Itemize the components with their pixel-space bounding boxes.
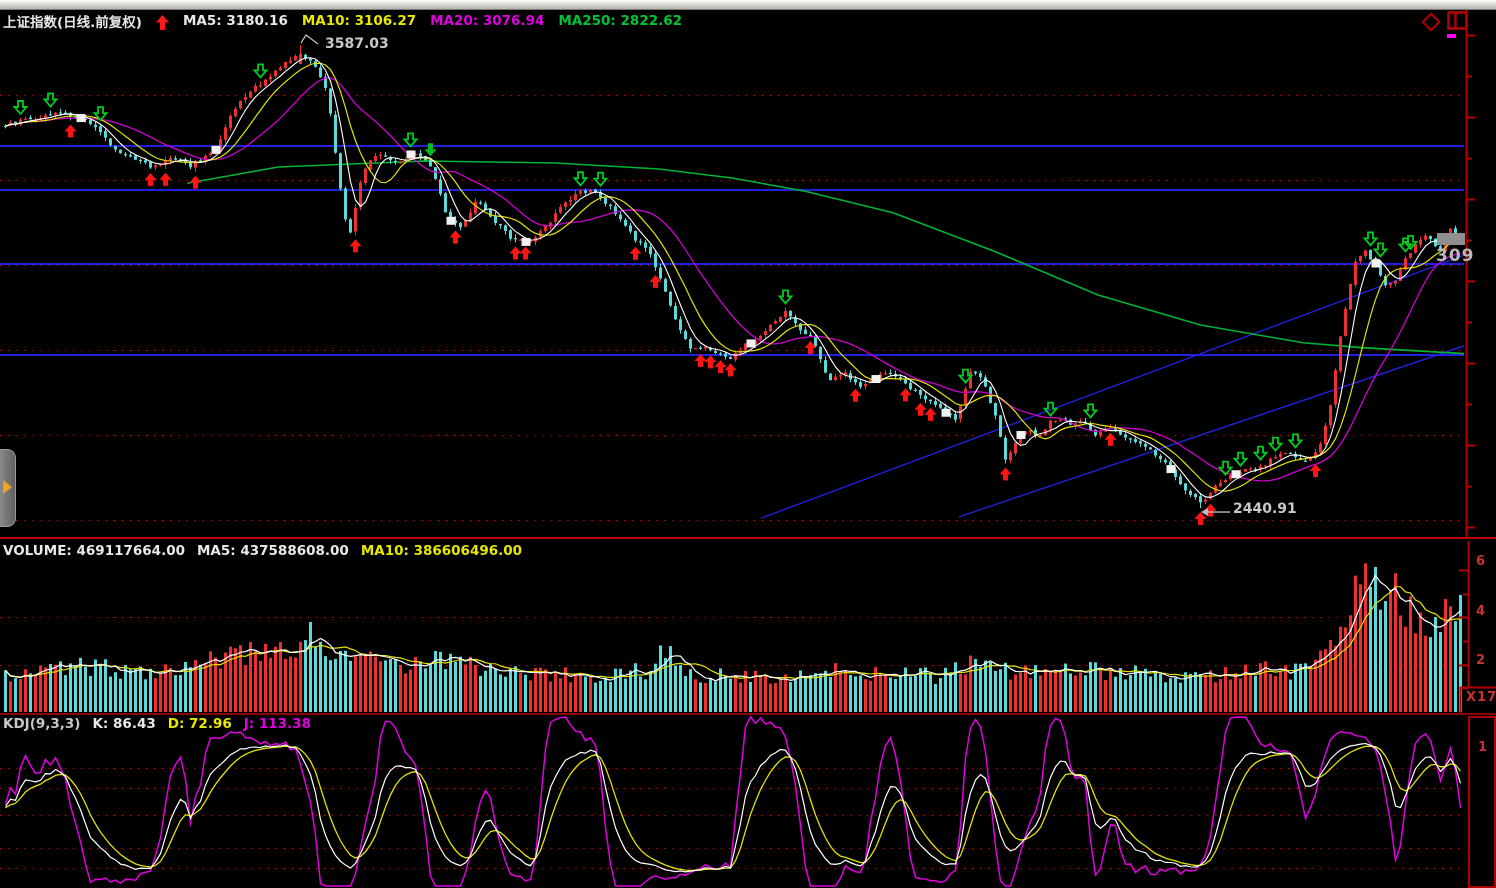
volume-axis-tick-4: 4 — [1476, 604, 1486, 619]
kdj-k-value: K: 86.43 — [92, 716, 156, 732]
main-chart-header: 上证指数(日线.前复权) MA5: 3180.16 MA10: 3106.27 … — [3, 11, 682, 31]
price-chart-canvas[interactable] — [0, 10, 1496, 537]
volume-chart-canvas[interactable] — [0, 541, 1496, 713]
diamond-icon[interactable] — [1420, 11, 1442, 37]
volume-axis-tick-6: 6 — [1476, 554, 1486, 569]
last-price-label: 309 — [1436, 246, 1475, 266]
chart-toolbar-icons — [1420, 11, 1468, 37]
ma10-value: MA10: 3106.27 — [301, 13, 417, 29]
magenta-marker-dash — [1447, 34, 1456, 38]
tile-window-icon[interactable] — [1447, 11, 1468, 34]
panel-separator-main-volume — [0, 537, 1496, 539]
volume-value: VOLUME: 469117664.00 — [3, 543, 185, 559]
up-arrow-icon — [155, 14, 169, 30]
last-price-tag — [1437, 233, 1465, 245]
volume-axis-tick-2: 2 — [1476, 653, 1486, 668]
ma250-value: MA250: 2822.62 — [558, 13, 683, 29]
kdj-axis-tick-100: 1 — [1478, 740, 1488, 755]
kdj-chart-canvas[interactable] — [0, 715, 1496, 888]
volume-axis-multiplier: X17 — [1466, 690, 1496, 705]
ma5-value: MA5: 3180.16 — [182, 13, 288, 29]
high-price-annotation: 3587.03 — [325, 36, 389, 52]
sidebar-expand-handle[interactable] — [0, 449, 16, 527]
volume-panel-header: VOLUME: 469117664.00 MA5: 437588608.00 M… — [3, 543, 522, 559]
panel-separator-volume-kdj — [0, 713, 1496, 715]
kdj-d-value: D: 72.96 — [167, 716, 232, 732]
kdj-axis-box: 1 — [1468, 716, 1496, 888]
volume-ma5: MA5: 437588608.00 — [196, 543, 349, 559]
kdj-label: KDJ(9,3,3) — [3, 716, 81, 732]
ma20-value: MA20: 3076.94 — [430, 13, 545, 29]
chart-title: 上证指数(日线.前复权) — [3, 15, 142, 31]
volume-ma10: MA10: 386606496.00 — [360, 543, 523, 559]
low-price-annotation: 2440.91 — [1233, 501, 1297, 517]
kdj-panel-header: KDJ(9,3,3) K: 86.43 D: 72.96 J: 113.38 — [3, 716, 311, 732]
kdj-j-value: J: 113.38 — [243, 716, 311, 732]
window-top-strip — [0, 0, 1496, 10]
expand-triangle-icon — [3, 480, 12, 494]
